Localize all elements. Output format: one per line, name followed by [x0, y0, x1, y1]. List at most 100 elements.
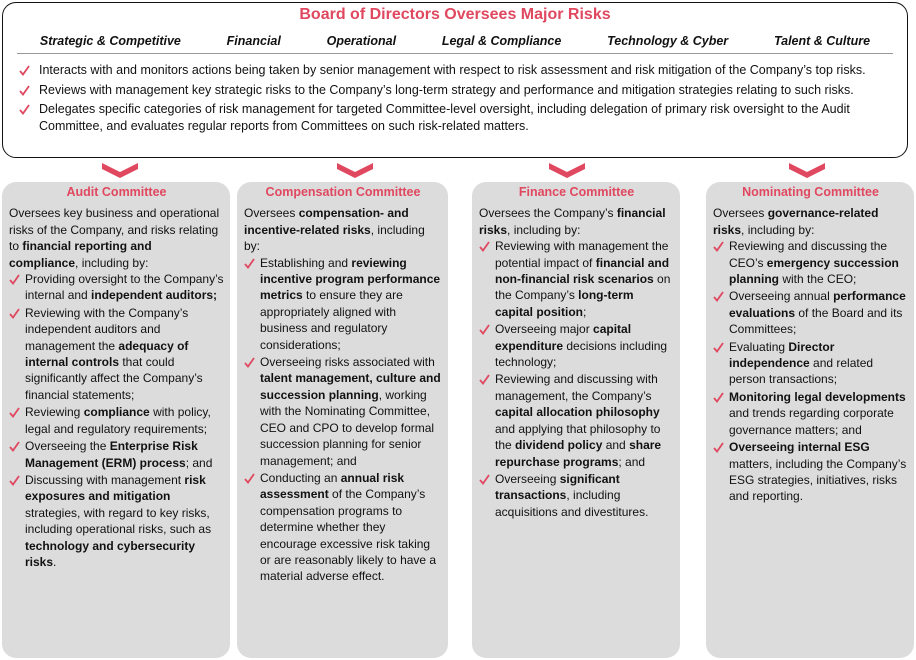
committee-box: Audit Committee Oversees key business and…	[2, 182, 230, 658]
check-icon	[713, 241, 724, 253]
bold-run: talent management, culture and successio…	[260, 371, 441, 402]
text-run: decisions including technology;	[495, 338, 668, 370]
bold-run: financial risks	[479, 206, 666, 237]
committee-bullet: Reviewing with the Company’s independent…	[9, 305, 224, 403]
check-icon	[19, 84, 30, 96]
text-run: Reviewing and discussing with management…	[495, 372, 658, 403]
bullet-text: Delegates specific categories of risk ma…	[39, 102, 850, 133]
bullet-text: Overseeing significant transactions, inc…	[495, 472, 648, 519]
text-run: , including by:	[507, 222, 581, 237]
risk-category: Financial	[226, 34, 281, 48]
bold-run: long-term capital position	[495, 288, 634, 319]
text-run: and trends regarding corporate governanc…	[729, 406, 894, 437]
committee-bullet: Providing oversight to the Company’s int…	[9, 271, 224, 304]
bullet-text: Conducting an annual risk assessment of …	[260, 471, 436, 583]
committee-box: Nominating Committee Oversees governance-…	[706, 182, 914, 658]
committee-bullet: Overseeing risks associated with talent …	[244, 354, 442, 469]
bold-run: share repurchase programs	[495, 438, 662, 469]
text-run: of the Company’s compensation programs t…	[260, 487, 437, 584]
bold-run: compliance	[83, 405, 150, 420]
check-icon	[479, 474, 490, 485]
bullet-text: Monitoring legal developments and trends…	[729, 390, 906, 437]
text-run: Conducting an	[260, 470, 341, 485]
committee-intro: Oversees key business and operational ri…	[9, 205, 224, 271]
committee-bullet: Reviewing compliance with policy, legal …	[9, 404, 224, 437]
risk-category: Technology & Cyber	[607, 34, 729, 48]
bullet-text: Overseeing internal ESG matters, includi…	[729, 440, 906, 503]
check-icon	[9, 407, 20, 419]
bold-run: compensation- and incentive-related risk…	[244, 206, 409, 237]
bullet-text: Reviews with management key strategic ri…	[39, 82, 854, 97]
check-icon	[713, 442, 724, 454]
text-run: Overseeing annual	[729, 289, 834, 304]
bold-run: capital expenditure	[495, 322, 632, 353]
committee-title: Compensation Committee	[265, 185, 421, 199]
text-run: to ensure they are appropriately aligned…	[260, 288, 403, 352]
bullet-text: Overseeing annual performance evaluation…	[729, 289, 906, 336]
committee-bullet: Establishing and reviewing incentive pro…	[244, 255, 442, 353]
check-icon	[244, 258, 255, 269]
text-run: Providing oversight to the Company’s int…	[25, 272, 224, 303]
bullet-text: Reviewing and discussing the CEO’s emerg…	[729, 239, 899, 286]
bullet-text: Reviewing with management the potential …	[495, 239, 670, 319]
committee-intro: Oversees governance-related risks, inclu…	[713, 205, 908, 238]
check-icon	[713, 392, 724, 403]
bold-run: performance evaluations	[729, 289, 906, 320]
bold-run: technology and cybersecurity risks	[25, 538, 196, 569]
text-run: , including by:	[741, 222, 815, 237]
text-run: Reviewing and discussing the CEO’s	[729, 239, 888, 270]
check-icon	[479, 324, 490, 336]
committee-title: Audit Committee	[66, 185, 167, 199]
text-run: with the CEO;	[779, 272, 857, 287]
text-run: Overseeing the	[25, 439, 110, 454]
board-title: Board of Directors Oversees Major Risks	[299, 6, 611, 23]
text-run: Oversees the Company’s	[479, 206, 617, 221]
text-run: ; and	[185, 455, 213, 470]
text-run: that could significantly affect the Comp…	[25, 355, 203, 402]
check-icon	[9, 274, 20, 285]
board-bullets: Interacts with and monitors actions bein…	[17, 62, 893, 134]
bullet-text: Overseeing risks associated with talent …	[260, 355, 441, 467]
bold-run: reviewing incentive program performance …	[260, 255, 441, 303]
check-icon	[9, 441, 20, 453]
board-bullet: Interacts with and monitors actions bein…	[17, 62, 893, 79]
check-icon	[479, 241, 490, 253]
committee-bullet: Overseeing significant transactions, inc…	[479, 471, 674, 520]
risk-categories: Strategic & Competitive Financial Operatio…	[17, 34, 893, 54]
text-run: .	[53, 554, 57, 569]
bullet-text: Establishing and reviewing incentive pro…	[260, 256, 440, 352]
bullet-text: Reviewing and discussing with management…	[495, 372, 661, 468]
committee-bullet: Reviewing with management the potential …	[479, 238, 674, 320]
text-run: and applying that philosophy to the	[495, 421, 661, 453]
text-run: Evaluating	[729, 339, 789, 354]
text-run: Establishing and	[260, 255, 352, 270]
bold-run: financial and non-financial risk scenari…	[495, 255, 670, 287]
text-run: Overseeing major	[495, 322, 594, 337]
text-run: Oversees	[713, 206, 768, 221]
text-run: Reviewing with management the potential …	[495, 239, 669, 270]
bold-run: emergency succession planning	[729, 255, 899, 287]
committee-title: Finance Committee	[518, 185, 635, 199]
text-run: of the Board and its Committees;	[729, 305, 903, 337]
bold-run: adequacy of internal controls	[25, 338, 189, 370]
bold-run: dividend policy	[515, 438, 603, 453]
text-run: Oversees	[244, 206, 299, 221]
committee-bullet: Overseeing internal ESG matters, includi…	[713, 439, 908, 505]
text-run: with policy, legal and regulatory requir…	[25, 405, 211, 436]
bullet-text: Evaluating Director independence and rel…	[729, 340, 873, 387]
board-box: Board of Directors Oversees Major Risks …	[2, 2, 908, 158]
chevron	[549, 163, 585, 178]
risk-category: Legal & Compliance	[441, 34, 562, 48]
bold-run: Monitoring legal developments	[729, 389, 906, 404]
committee-bullet: Overseeing the Enterprise Risk Managemen…	[9, 438, 224, 471]
check-icon	[713, 342, 724, 353]
committee-bullet: Reviewing and discussing the CEO’s emerg…	[713, 238, 908, 287]
committee-bullet: Discussing with management risk exposure…	[9, 472, 224, 570]
committee-bullet: Monitoring legal developments and trends…	[713, 389, 908, 438]
bold-run: annual risk assessment	[260, 470, 405, 502]
bullet-text: Discussing with management risk exposure…	[25, 473, 211, 569]
check-icon	[9, 475, 20, 486]
text-run: , including by:	[244, 222, 425, 254]
bold-run: significant transactions	[495, 471, 620, 503]
